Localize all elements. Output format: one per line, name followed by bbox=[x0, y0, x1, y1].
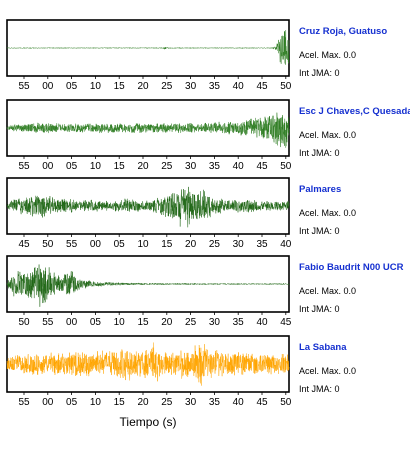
waveform-trace bbox=[6, 264, 290, 307]
x-tick-label: 00 bbox=[42, 81, 54, 92]
x-tick-label: 35 bbox=[209, 81, 221, 92]
station-name: Esc J Chaves,C Quesada bbox=[299, 106, 410, 117]
x-tick-label: 45 bbox=[256, 81, 268, 92]
x-tick-label: 15 bbox=[161, 239, 173, 250]
x-tick-label: 50 bbox=[280, 81, 292, 92]
x-tick-label: 30 bbox=[185, 81, 197, 92]
x-tick-label: 10 bbox=[90, 397, 102, 408]
x-tick-label: 20 bbox=[161, 317, 173, 328]
x-tick-label: 30 bbox=[185, 397, 197, 408]
waveform-trace bbox=[6, 342, 290, 386]
max-acceleration: Acel. Max. 0.0 bbox=[299, 366, 356, 376]
panel-2: 55 00 05 10 15 20 25 30 35 40 45 50 Esc J Chaves,C Q… bbox=[6, 99, 410, 172]
max-acceleration: Acel. Max. 0.0 bbox=[299, 208, 356, 218]
x-tick-label: 55 bbox=[66, 239, 78, 250]
x-tick-label: 10 bbox=[114, 317, 126, 328]
station-name: Cruz Roja, Guatuso bbox=[299, 26, 387, 37]
x-tick-label: 40 bbox=[280, 239, 292, 250]
x-tick-label: 35 bbox=[256, 239, 268, 250]
x-tick-label: 20 bbox=[185, 239, 197, 250]
x-tick-label: 40 bbox=[256, 317, 268, 328]
waveform-trace bbox=[6, 186, 290, 228]
x-tick-label: 45 bbox=[256, 397, 268, 408]
x-tick-label: 55 bbox=[18, 161, 30, 172]
x-tick-label: 05 bbox=[66, 161, 78, 172]
x-tick-label: 50 bbox=[280, 161, 292, 172]
x-tick-label: 40 bbox=[233, 397, 245, 408]
x-tick-label: 00 bbox=[42, 397, 54, 408]
x-tick-label: 35 bbox=[233, 317, 245, 328]
x-tick-label: 25 bbox=[161, 81, 173, 92]
x-tick-label: 05 bbox=[90, 317, 102, 328]
x-tick-label: 15 bbox=[114, 397, 126, 408]
max-acceleration: Acel. Max. 0.0 bbox=[299, 50, 356, 60]
x-tick-label: 05 bbox=[66, 397, 78, 408]
x-tick-label: 30 bbox=[185, 161, 197, 172]
max-acceleration: Acel. Max. 0.0 bbox=[299, 286, 356, 296]
x-tick-label: 50 bbox=[42, 239, 54, 250]
jma-intensity: Int JMA: 0 bbox=[299, 384, 340, 394]
x-tick-label: 20 bbox=[137, 397, 149, 408]
x-tick-label: 20 bbox=[137, 81, 149, 92]
x-tick-label: 10 bbox=[137, 239, 149, 250]
jma-intensity: Int JMA: 0 bbox=[299, 148, 340, 158]
panel-5: 55 00 05 10 15 20 25 30 35 40 45 50 La Sabana Acel. M… bbox=[6, 335, 356, 408]
x-tick-label: 45 bbox=[18, 239, 30, 250]
x-tick-label: 15 bbox=[114, 81, 126, 92]
x-tick-label: 15 bbox=[137, 317, 149, 328]
jma-intensity: Int JMA: 0 bbox=[299, 68, 340, 78]
x-tick-label: 40 bbox=[233, 81, 245, 92]
x-tick-label: 15 bbox=[114, 161, 126, 172]
x-tick-label: 05 bbox=[66, 81, 78, 92]
x-tick-label: 30 bbox=[209, 317, 221, 328]
x-tick-label: 45 bbox=[280, 317, 292, 328]
x-tick-label: 30 bbox=[233, 239, 245, 250]
station-name: Palmares bbox=[299, 184, 341, 195]
jma-intensity: Int JMA: 0 bbox=[299, 226, 340, 236]
x-tick-label: 45 bbox=[256, 161, 268, 172]
x-tick-label: 20 bbox=[137, 161, 149, 172]
panel-3: 45 50 55 00 05 10 15 20 25 30 35 40 Palmares Acel. Ma… bbox=[6, 177, 356, 250]
x-tick-label: 40 bbox=[233, 161, 245, 172]
jma-intensity: Int JMA: 0 bbox=[299, 304, 340, 314]
seismogram-panels: 55 00 05 10 15 20 25 30 35 40 45 50 Cruz Roja, Guatu… bbox=[6, 19, 410, 408]
x-tick-label: 25 bbox=[161, 161, 173, 172]
x-tick-label: 10 bbox=[90, 81, 102, 92]
station-name: Fabio Baudrit N00 UCR bbox=[299, 262, 404, 273]
x-tick-label: 05 bbox=[114, 239, 126, 250]
waveform-trace bbox=[6, 112, 290, 148]
x-axis-title: Tiempo (s) bbox=[120, 415, 177, 429]
waveform-trace bbox=[6, 30, 290, 65]
x-tick-label: 55 bbox=[42, 317, 54, 328]
x-tick-label: 50 bbox=[280, 397, 292, 408]
x-tick-label: 35 bbox=[209, 161, 221, 172]
x-tick-label: 55 bbox=[18, 81, 30, 92]
x-tick-label: 00 bbox=[42, 161, 54, 172]
x-tick-label: 00 bbox=[66, 317, 78, 328]
station-name: La Sabana bbox=[299, 342, 347, 353]
x-tick-label: 10 bbox=[90, 161, 102, 172]
x-tick-label: 55 bbox=[18, 397, 30, 408]
x-tick-label: 25 bbox=[161, 397, 173, 408]
x-tick-label: 25 bbox=[209, 239, 221, 250]
max-acceleration: Acel. Max. 0.0 bbox=[299, 130, 356, 140]
x-tick-label: 25 bbox=[185, 317, 197, 328]
panel-1: 55 00 05 10 15 20 25 30 35 40 45 50 Cruz Roja, Guatu… bbox=[6, 19, 387, 92]
x-tick-label: 00 bbox=[90, 239, 102, 250]
x-tick-label: 35 bbox=[209, 397, 221, 408]
x-tick-label: 50 bbox=[18, 317, 30, 328]
panel-4: 50 55 00 05 10 15 20 25 30 35 40 45 Fabio Baudrit N0… bbox=[6, 255, 404, 328]
